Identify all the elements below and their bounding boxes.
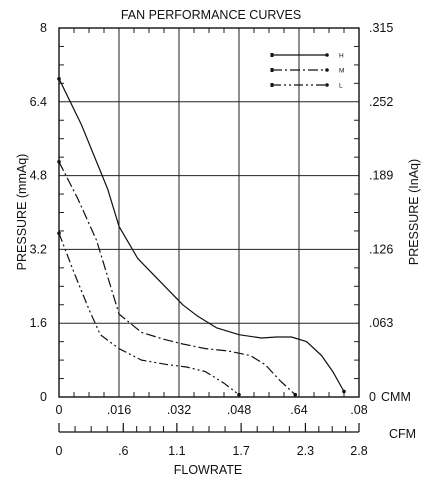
y-tick-label-right: 0 <box>369 390 376 404</box>
legend-marker <box>325 68 329 72</box>
x-tick-label-cfm: 1.1 <box>168 444 185 458</box>
x-tick-label-cfm: .6 <box>118 444 128 458</box>
x-tick-label-cfm: 2.8 <box>350 444 367 458</box>
series-group <box>57 76 346 397</box>
legend-label: L <box>339 83 343 90</box>
y-axis-label-right: PRESSURE (InAq) <box>407 159 421 265</box>
x-tick-label-cmm: .032 <box>167 403 191 417</box>
plot-frame <box>58 27 360 398</box>
series-line-h <box>58 78 345 392</box>
series-line-m <box>58 161 296 396</box>
legend-marker <box>325 83 329 87</box>
y-tick-label-left: 0 <box>40 390 47 404</box>
y-tick-label-right: .063 <box>369 316 393 330</box>
y-tick-label-right: .189 <box>369 169 393 183</box>
x-tick-label-cfm: 2.3 <box>297 444 314 458</box>
legend: H M L <box>270 53 344 90</box>
legend-marker <box>325 53 329 57</box>
x-axis-unit-cmm: CMM <box>381 390 411 404</box>
y-tick-label-left: 8 <box>40 21 47 35</box>
y-tick-label-left: 4.8 <box>30 169 47 183</box>
x-axis-unit-cfm: CFM <box>389 427 416 441</box>
legend-label: H <box>339 53 344 60</box>
y-tick-label-left: 3.2 <box>30 242 47 256</box>
series-end-marker <box>293 392 298 397</box>
x-tick-label-cmm: .048 <box>227 403 251 417</box>
y-tick-label-right: .126 <box>369 242 393 256</box>
y-tick-label-right: .315 <box>369 21 393 35</box>
x-tick-label-cmm: .64 <box>290 403 307 417</box>
grid <box>59 28 359 397</box>
axes: 0 1.6 3.2 4.8 6.4 8 0 .063 .126 .189 .252 .315 0 .016… <box>30 21 394 458</box>
y-tick-label-left: 1.6 <box>30 316 47 330</box>
x-tick-label-cmm: .016 <box>107 403 131 417</box>
legend-marker <box>270 53 274 57</box>
series-line-l <box>58 233 240 396</box>
legend-marker <box>270 83 274 87</box>
legend-label: M <box>339 68 344 75</box>
y-tick-label-left: 6.4 <box>30 95 47 109</box>
series-end-marker <box>342 389 346 394</box>
x-tick-label-cmm: 0 <box>56 403 63 417</box>
x-tick-label-cmm: .08 <box>350 403 367 417</box>
x-tick-label-cfm: 0 <box>56 444 63 458</box>
minor-ticks <box>59 28 359 397</box>
y-tick-label-right: .252 <box>369 95 393 109</box>
x-tick-label-cfm: 1.7 <box>232 444 249 458</box>
y-axis-label-left: PRESSURE (mmAq) <box>15 154 29 271</box>
legend-marker <box>270 68 274 72</box>
series-end-marker <box>237 392 241 397</box>
chart-title: FAN PERFORMANCE CURVES <box>121 8 301 22</box>
x-axis-label: FLOWRATE <box>174 463 243 477</box>
